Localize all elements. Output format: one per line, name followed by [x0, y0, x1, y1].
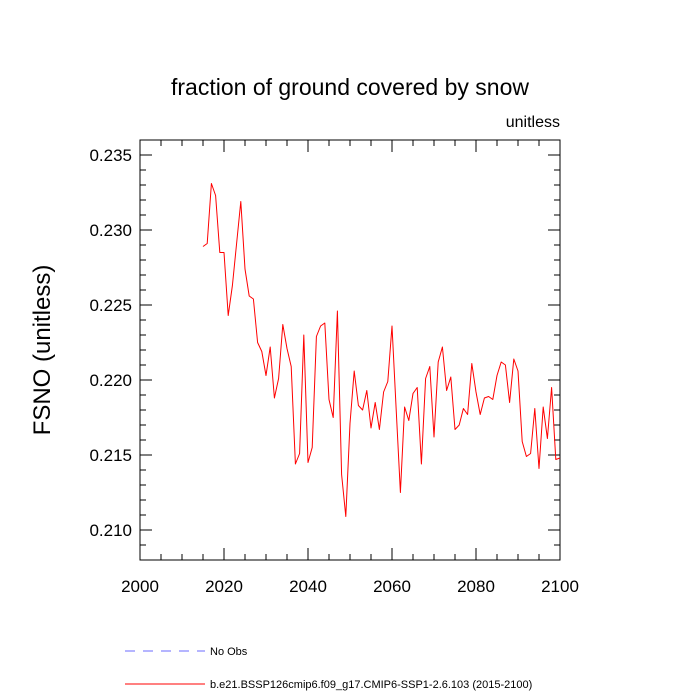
- x-tick-label: 2000: [121, 577, 159, 596]
- x-tick-label: 2080: [457, 577, 495, 596]
- y-axis-label: FSNO (unitless): [29, 265, 56, 436]
- axis-ticks: [139, 139, 561, 561]
- x-tick-label: 2100: [541, 577, 579, 596]
- legend: No Obs b.e21.BSSP126cmip6.f09_g17.CMIP6-…: [125, 646, 532, 691]
- x-tick-label: 2040: [289, 577, 327, 596]
- y-tick-label: 0.235: [89, 146, 132, 165]
- y-tick-label: 0.230: [89, 221, 132, 240]
- x-tick-label: 2060: [373, 577, 411, 596]
- series-line-1: [202, 183, 561, 517]
- axis-tick-labels: 2000 2020 2040 2060 2080 2100 0.210 0.215 0.220 0…: [89, 146, 578, 596]
- x-tick-label: 2020: [205, 577, 243, 596]
- y-tick-label: 0.225: [89, 296, 132, 315]
- series-layer: [202, 183, 561, 517]
- units-label: unitless: [506, 114, 560, 131]
- plot-frame: [139, 139, 561, 561]
- y-tick-label: 0.215: [89, 446, 132, 465]
- chart-title: fraction of ground covered by snow: [171, 74, 529, 100]
- legend-label-no-obs: No Obs: [210, 646, 248, 658]
- y-tick-label: 0.210: [89, 521, 132, 540]
- legend-label-model: b.e21.BSSP126cmip6.f09_g17.CMIP6-SSP1-2.…: [210, 679, 532, 691]
- y-tick-label: 0.220: [89, 371, 132, 390]
